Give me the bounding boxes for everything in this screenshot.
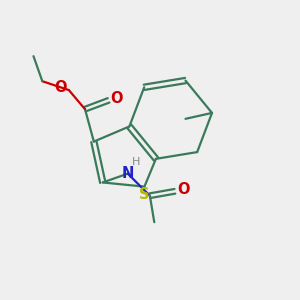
Text: S: S: [139, 188, 150, 202]
Text: O: O: [54, 80, 67, 94]
Text: O: O: [111, 92, 123, 106]
Text: N: N: [122, 166, 134, 181]
Text: H: H: [132, 158, 140, 167]
Text: O: O: [177, 182, 189, 197]
